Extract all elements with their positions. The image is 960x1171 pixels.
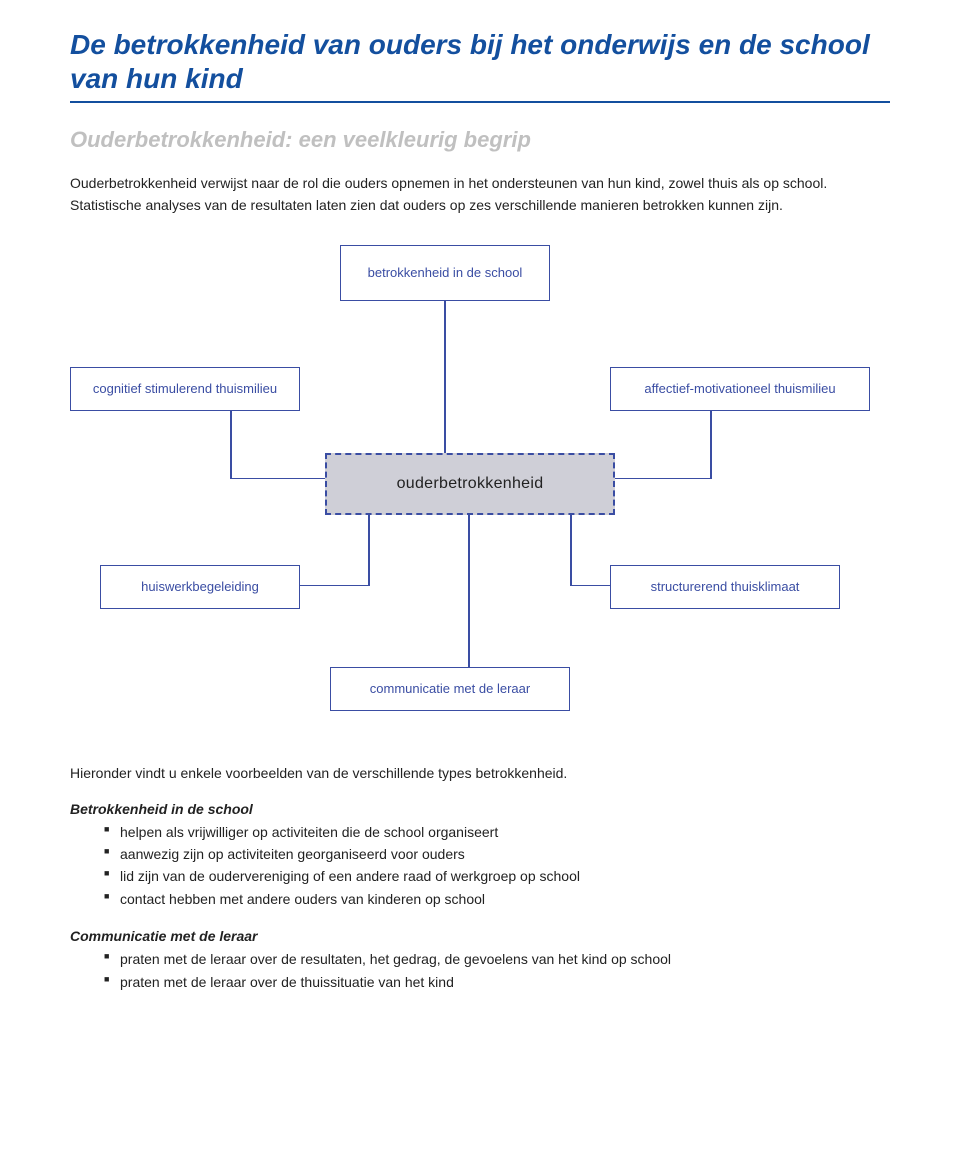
node-left: cognitief stimulerend thuismilieu <box>70 367 300 411</box>
node-right: affectief-motivationeel thuismilieu <box>610 367 870 411</box>
subtitle: Ouderbetrokkenheid: een veelkleurig begr… <box>70 127 890 153</box>
edge <box>368 515 370 586</box>
edge <box>570 515 572 586</box>
page: De betrokkenheid van ouders bij het onde… <box>0 0 960 1171</box>
list-item: aanwezig zijn op activiteiten georganise… <box>104 843 890 865</box>
node-bottom: communicatie met de leraar <box>330 667 570 711</box>
edge <box>230 478 325 480</box>
title-underline <box>70 101 890 103</box>
edge <box>300 585 370 587</box>
edge <box>230 411 232 479</box>
examples-intro: Hieronder vindt u enkele voorbeelden van… <box>70 765 890 781</box>
node-top: betrokkenheid in de school <box>340 245 550 301</box>
list-item: helpen als vrijwilliger op activiteiten … <box>104 821 890 843</box>
node-center: ouderbetrokkenheid <box>325 453 615 515</box>
edge <box>710 411 712 479</box>
diagram: betrokkenheid in de school cognitief sti… <box>70 245 890 735</box>
edge <box>468 515 470 667</box>
bullet-list: helpen als vrijwilliger op activiteiten … <box>70 821 890 911</box>
intro-paragraph: Ouderbetrokkenheid verwijst naar de rol … <box>70 173 890 216</box>
node-bottom-right: structurerend thuisklimaat <box>610 565 840 609</box>
section-heading: Betrokkenheid in de school <box>70 801 890 817</box>
edge <box>615 478 711 480</box>
list-item: praten met de leraar over de resultaten,… <box>104 948 890 970</box>
list-item: praten met de leraar over de thuissituat… <box>104 971 890 993</box>
list-item: lid zijn van de oudervereniging of een a… <box>104 865 890 887</box>
node-bottom-left: huiswerkbegeleiding <box>100 565 300 609</box>
section: Communicatie met de leraar praten met de… <box>70 928 890 993</box>
list-item: contact hebben met andere ouders van kin… <box>104 888 890 910</box>
section: Betrokkenheid in de school helpen als vr… <box>70 801 890 911</box>
page-title: De betrokkenheid van ouders bij het onde… <box>70 28 890 95</box>
edge <box>444 301 446 453</box>
section-heading: Communicatie met de leraar <box>70 928 890 944</box>
bullet-list: praten met de leraar over de resultaten,… <box>70 948 890 993</box>
